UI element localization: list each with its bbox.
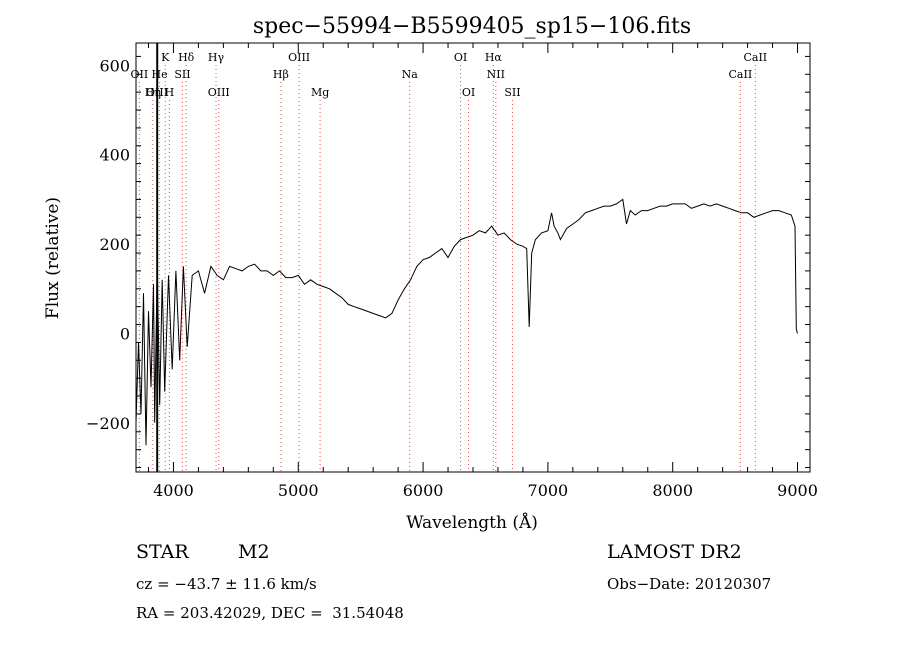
y-tick-label: 400	[99, 146, 130, 165]
spectral-line-label: SII	[174, 68, 190, 81]
spectral-line-markers: HδKHγOIIIOIHαCaIIOIIHeSIIHβNaNIICaIIOIII…	[131, 51, 767, 472]
object-subclass: M2	[238, 541, 270, 563]
axis-ticks: 4000 5000 6000 7000 8000 9000 −200 0 200 400 600	[86, 43, 818, 500]
object-type: STAR	[136, 541, 189, 563]
x-tick-label: 9000	[777, 481, 818, 500]
x-tick-label: 4000	[153, 481, 194, 500]
spectral-line-label: OI	[462, 86, 475, 99]
obs-date-text: Obs−Date: 20120307	[607, 575, 772, 593]
chart-title: spec−55994−B5599405_sp15−106.fits	[253, 14, 691, 39]
x-tick-label: 7000	[528, 481, 569, 500]
spectral-line-label: Hα	[485, 51, 503, 64]
spectral-line-label: NII	[487, 68, 505, 81]
spectral-line-label: Hη	[145, 86, 161, 99]
spectral-line-label: CaII	[743, 51, 767, 64]
spectral-line-label: CaII	[729, 68, 753, 81]
x-tick-label: 5000	[278, 481, 319, 500]
spectral-line-label: K	[161, 51, 170, 64]
x-tick-label: 8000	[652, 481, 693, 500]
redshift-text: cz = −43.7 ± 11.6 km/s	[136, 575, 317, 593]
spectral-line-label: Hγ	[208, 51, 225, 64]
spectrum-series	[135, 43, 798, 472]
spectral-line-label: OI	[454, 51, 467, 64]
spectral-line-label: OIII	[208, 86, 230, 99]
spectral-line-label: H	[165, 86, 175, 99]
spectral-line-label: OIII	[288, 51, 310, 64]
coords-text: RA = 203.42029, DEC = 31.54048	[136, 604, 404, 622]
spectral-line-label: Mg	[311, 86, 329, 99]
y-tick-label: 0	[120, 324, 130, 343]
spectral-line-label: SII	[504, 86, 520, 99]
spectral-line-label: Hβ	[273, 68, 289, 81]
survey-name: LAMOST DR2	[607, 541, 742, 563]
plot-frame	[135, 42, 811, 473]
spectral-line-label: Na	[402, 68, 419, 81]
spectral-line-label: Hδ	[178, 51, 195, 64]
y-tick-label: 600	[99, 56, 130, 75]
spectral-line-label: He	[152, 68, 168, 81]
y-tick-label: 200	[99, 235, 130, 254]
spectrum-line	[135, 198, 798, 446]
y-axis-label: Flux (relative)	[43, 197, 63, 319]
x-tick-label: 6000	[403, 481, 444, 500]
y-tick-label: −200	[86, 414, 130, 433]
x-axis-label: Wavelength (Å)	[406, 512, 538, 533]
